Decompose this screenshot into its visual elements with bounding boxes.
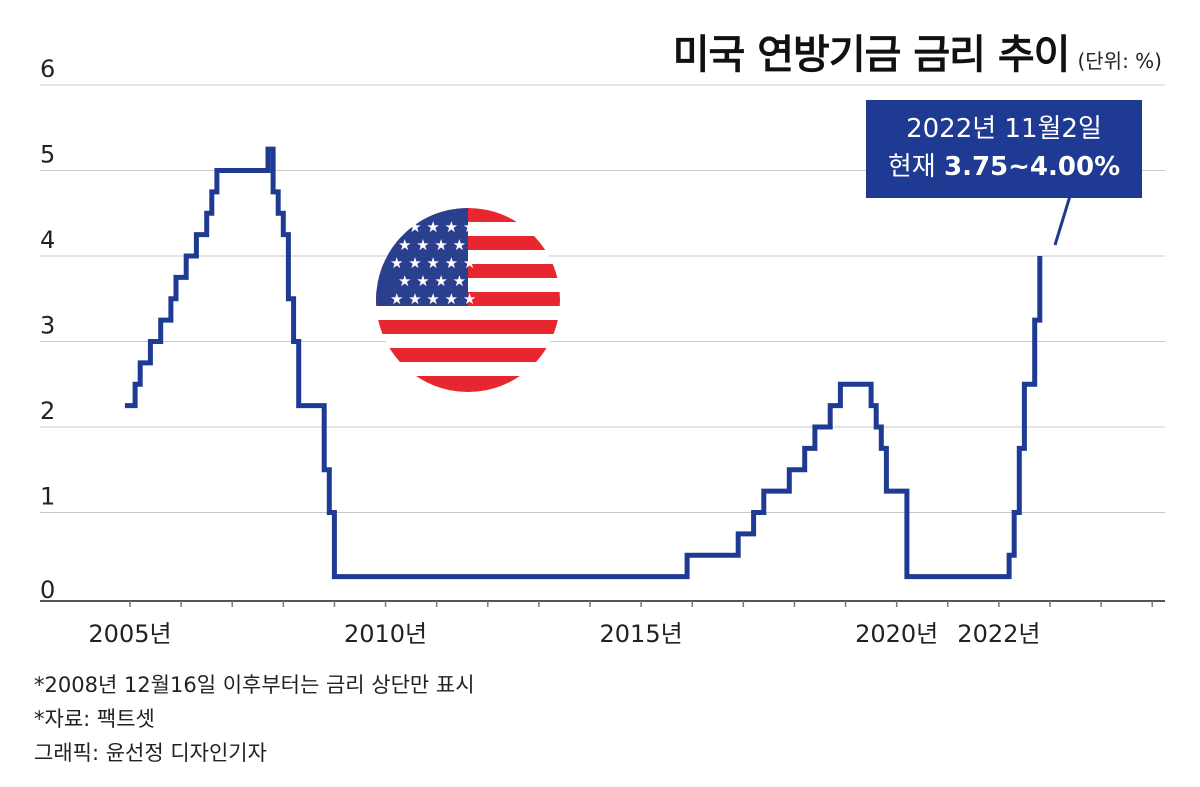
footnote-source: *자료: 팩트셋 bbox=[34, 707, 155, 731]
x-tick-label: 2022년 bbox=[957, 620, 1040, 648]
x-tick-label: 2020년 bbox=[855, 620, 938, 648]
y-tick-label: 2 bbox=[40, 397, 55, 425]
y-tick-label: 0 bbox=[40, 576, 55, 604]
callout-rate-line: 현재 3.75~4.00% bbox=[866, 148, 1142, 186]
svg-text:★ ★ ★ ★ ★: ★ ★ ★ ★ ★ bbox=[390, 218, 476, 236]
y-axis-labels: 0 1 2 3 4 5 6 bbox=[40, 55, 55, 604]
callout-prefix: 현재 bbox=[887, 152, 936, 182]
callout-value: 3.75~4.00% bbox=[943, 152, 1121, 182]
rate-line-0 bbox=[124, 146, 1043, 580]
y-tick-label: 5 bbox=[40, 141, 55, 169]
chart-title: 미국 연방기금 금리 추이 bbox=[672, 32, 1071, 78]
chart-title-block: 미국 연방기금 금리 추이 (단위: %) bbox=[673, 22, 1162, 80]
x-axis bbox=[40, 600, 1165, 607]
unit-label: (단위: %) bbox=[1077, 49, 1162, 73]
svg-text:★ ★ ★ ★ ★: ★ ★ ★ ★ ★ bbox=[390, 290, 476, 308]
y-tick-label: 4 bbox=[40, 226, 55, 254]
x-tick-label: 2005년 bbox=[88, 620, 171, 648]
y-tick-label: 6 bbox=[40, 55, 55, 83]
footnote-1: *2008년 12월16일 이후부터는 금리 상단만 표시 bbox=[34, 673, 475, 697]
footnote-credit: 그래픽: 윤선정 디자인기자 bbox=[34, 741, 267, 765]
callout-date: 2022년 11월2일 bbox=[906, 114, 1102, 144]
us-flag-icon: ★ ★ ★ ★ ★ ★ ★ ★ ★ ★ ★ ★ ★ ★ ★ ★ ★ ★ ★ ★ … bbox=[376, 208, 560, 392]
x-tick-label: 2010년 bbox=[344, 620, 427, 648]
svg-text:★ ★ ★ ★: ★ ★ ★ ★ bbox=[398, 236, 466, 254]
svg-text:★ ★ ★ ★ ★: ★ ★ ★ ★ ★ bbox=[390, 254, 476, 272]
x-tick-label: 2015년 bbox=[600, 620, 683, 648]
rate-series bbox=[124, 146, 1043, 580]
callout-pointer bbox=[1053, 195, 1072, 246]
y-tick-label: 3 bbox=[40, 312, 55, 340]
y-tick-label: 1 bbox=[40, 483, 55, 511]
current-rate-callout: 2022년 11월2일 현재 3.75~4.00% bbox=[866, 100, 1142, 198]
x-axis-labels: 2005년 2010년 2015년 2020년 2022년 bbox=[88, 620, 1040, 648]
footnotes: *2008년 12월16일 이후부터는 금리 상단만 표시 *자료: 팩트셋 그… bbox=[34, 668, 475, 770]
svg-text:★ ★ ★ ★: ★ ★ ★ ★ bbox=[398, 272, 466, 290]
